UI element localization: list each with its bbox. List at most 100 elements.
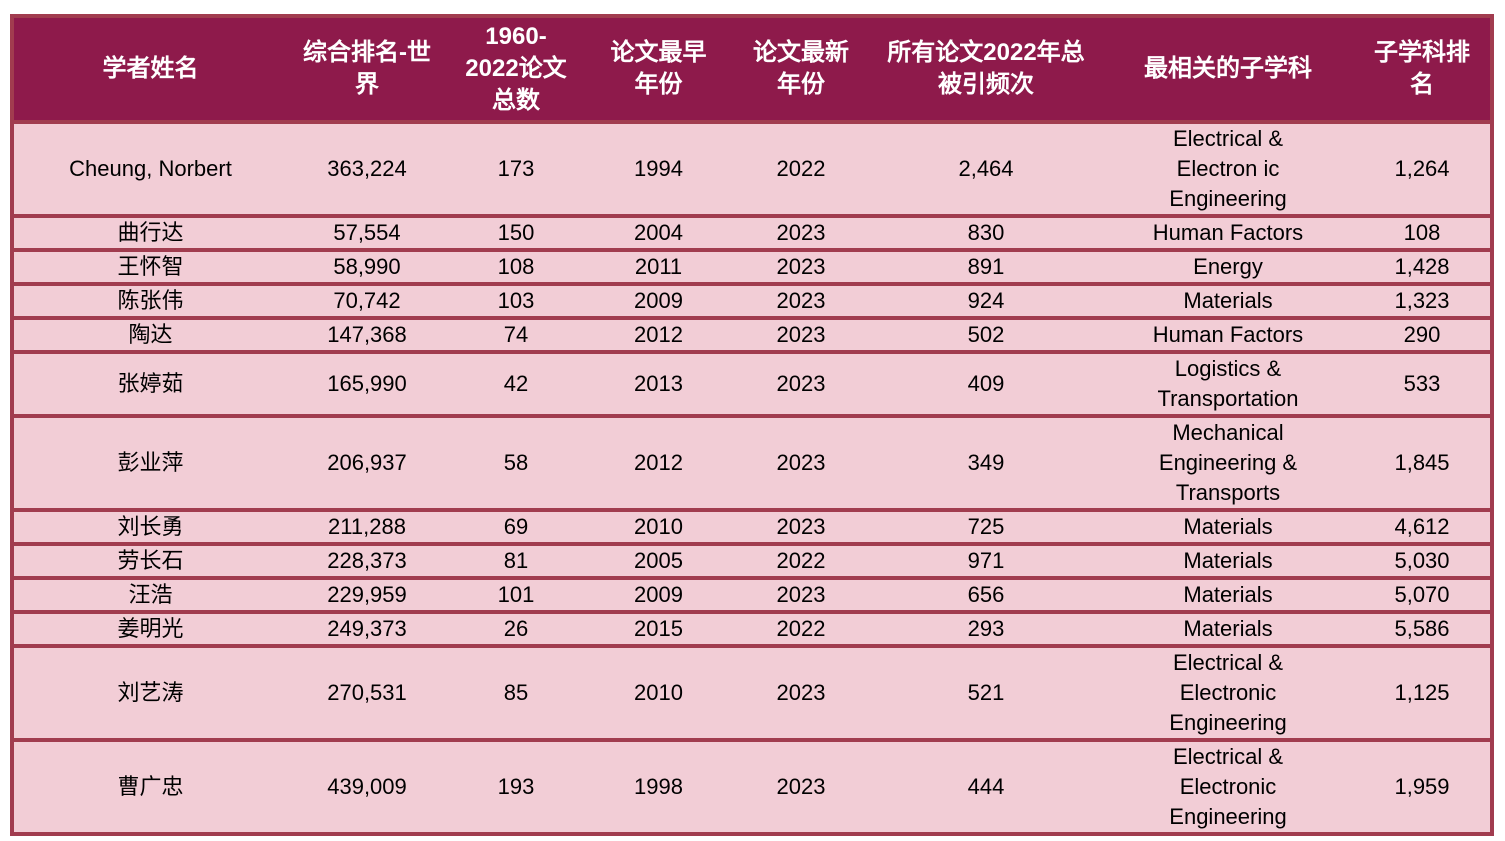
cell-world_rank: 57,554 bbox=[287, 214, 447, 250]
table-row: Cheung, Norbert 363,224 173 1994 2022 2,464 El… bbox=[12, 120, 1492, 216]
cell-subfield: Electrical & Electron ic Engineering bbox=[1102, 120, 1354, 216]
cell-papers_total: 26 bbox=[447, 610, 585, 646]
cell-subfield: Materials bbox=[1102, 542, 1354, 578]
cell-world_rank: 363,224 bbox=[287, 120, 447, 216]
cell-name: 刘艺涛 bbox=[12, 644, 287, 740]
cell-name: 曹广忠 bbox=[12, 738, 287, 834]
cell-name: 曲行达 bbox=[12, 214, 287, 250]
cell-citations_2022: 2,464 bbox=[870, 120, 1102, 216]
cell-earliest_year: 2010 bbox=[585, 644, 732, 740]
cell-name: 劳长石 bbox=[12, 542, 287, 578]
cell-citations_2022: 349 bbox=[870, 414, 1102, 510]
cell-world_rank: 228,373 bbox=[287, 542, 447, 578]
cell-papers_total: 108 bbox=[447, 248, 585, 284]
cell-subfield_rank: 5,030 bbox=[1354, 542, 1492, 578]
cell-papers_total: 103 bbox=[447, 282, 585, 318]
cell-name: 王怀智 bbox=[12, 248, 287, 284]
cell-citations_2022: 409 bbox=[870, 350, 1102, 416]
column-header-latest_year: 论文最新年份 bbox=[732, 16, 870, 122]
cell-latest_year: 2023 bbox=[732, 282, 870, 318]
cell-subfield_rank: 1,428 bbox=[1354, 248, 1492, 284]
table-row: 刘艺涛 270,531 85 2010 2023 521 Electrical & Elec… bbox=[12, 644, 1492, 740]
cell-subfield_rank: 290 bbox=[1354, 316, 1492, 352]
cell-earliest_year: 2012 bbox=[585, 414, 732, 510]
cell-latest_year: 2023 bbox=[732, 248, 870, 284]
cell-latest_year: 2023 bbox=[732, 738, 870, 834]
cell-citations_2022: 521 bbox=[870, 644, 1102, 740]
cell-world_rank: 147,368 bbox=[287, 316, 447, 352]
cell-subfield: Logistics & Transportation bbox=[1102, 350, 1354, 416]
cell-earliest_year: 2011 bbox=[585, 248, 732, 284]
column-header-papers_total: 1960-2022论文总数 bbox=[447, 16, 585, 122]
cell-subfield_rank: 4,612 bbox=[1354, 508, 1492, 544]
cell-world_rank: 270,531 bbox=[287, 644, 447, 740]
cell-subfield: Materials bbox=[1102, 282, 1354, 318]
header-row: 学者姓名 综合排名-世界 1960-2022论文总数 论文最早年份 论文最新年份 所有论文… bbox=[12, 16, 1492, 122]
cell-world_rank: 165,990 bbox=[287, 350, 447, 416]
column-header-subfield: 最相关的子学科 bbox=[1102, 16, 1354, 122]
cell-subfield: Mechanical Engineering & Transports bbox=[1102, 414, 1354, 510]
cell-earliest_year: 1994 bbox=[585, 120, 732, 216]
column-header-earliest_year: 论文最早年份 bbox=[585, 16, 732, 122]
cell-name: 姜明光 bbox=[12, 610, 287, 646]
cell-world_rank: 211,288 bbox=[287, 508, 447, 544]
table-row: 姜明光 249,373 26 2015 2022 293 Materials 5,586 bbox=[12, 610, 1492, 646]
cell-subfield_rank: 1,959 bbox=[1354, 738, 1492, 834]
cell-earliest_year: 2010 bbox=[585, 508, 732, 544]
table-row: 王怀智 58,990 108 2011 2023 891 Energy 1,428 bbox=[12, 248, 1492, 284]
cell-papers_total: 42 bbox=[447, 350, 585, 416]
cell-subfield_rank: 5,070 bbox=[1354, 576, 1492, 612]
cell-subfield: Electrical & Electronic Engineering bbox=[1102, 738, 1354, 834]
cell-latest_year: 2023 bbox=[732, 214, 870, 250]
table-row: 陈张伟 70,742 103 2009 2023 924 Materials 1,323 bbox=[12, 282, 1492, 318]
cell-citations_2022: 725 bbox=[870, 508, 1102, 544]
cell-subfield_rank: 108 bbox=[1354, 214, 1492, 250]
cell-subfield: Electrical & Electronic Engineering bbox=[1102, 644, 1354, 740]
cell-papers_total: 69 bbox=[447, 508, 585, 544]
table-row: 曹广忠 439,009 193 1998 2023 444 Electrical & Ele… bbox=[12, 738, 1492, 834]
cell-papers_total: 85 bbox=[447, 644, 585, 740]
cell-world_rank: 229,959 bbox=[287, 576, 447, 612]
cell-citations_2022: 502 bbox=[870, 316, 1102, 352]
cell-citations_2022: 830 bbox=[870, 214, 1102, 250]
cell-name: 张婷茹 bbox=[12, 350, 287, 416]
cell-subfield: Materials bbox=[1102, 508, 1354, 544]
cell-subfield: Materials bbox=[1102, 610, 1354, 646]
cell-latest_year: 2023 bbox=[732, 350, 870, 416]
cell-world_rank: 58,990 bbox=[287, 248, 447, 284]
column-header-citations_2022: 所有论文2022年总被引频次 bbox=[870, 16, 1102, 122]
cell-papers_total: 193 bbox=[447, 738, 585, 834]
cell-subfield: Human Factors bbox=[1102, 316, 1354, 352]
cell-earliest_year: 2013 bbox=[585, 350, 732, 416]
cell-citations_2022: 891 bbox=[870, 248, 1102, 284]
table-row: 汪浩 229,959 101 2009 2023 656 Materials 5,070 bbox=[12, 576, 1492, 612]
scholar-ranking-table: 学者姓名 综合排名-世界 1960-2022论文总数 论文最早年份 论文最新年份 所有论文… bbox=[10, 14, 1494, 836]
table-row: 张婷茹 165,990 42 2013 2023 409 Logistics & Trans… bbox=[12, 350, 1492, 416]
cell-citations_2022: 293 bbox=[870, 610, 1102, 646]
cell-name: 彭业萍 bbox=[12, 414, 287, 510]
cell-papers_total: 173 bbox=[447, 120, 585, 216]
cell-name: 陈张伟 bbox=[12, 282, 287, 318]
cell-subfield_rank: 1,264 bbox=[1354, 120, 1492, 216]
cell-subfield: Energy bbox=[1102, 248, 1354, 284]
cell-earliest_year: 2004 bbox=[585, 214, 732, 250]
cell-papers_total: 74 bbox=[447, 316, 585, 352]
table-row: 劳长石 228,373 81 2005 2022 971 Materials 5,030 bbox=[12, 542, 1492, 578]
cell-latest_year: 2023 bbox=[732, 316, 870, 352]
cell-earliest_year: 2009 bbox=[585, 576, 732, 612]
column-header-subfield_rank: 子学科排名 bbox=[1354, 16, 1492, 122]
table-row: 彭业萍 206,937 58 2012 2023 349 Mechanical Engine… bbox=[12, 414, 1492, 510]
cell-citations_2022: 656 bbox=[870, 576, 1102, 612]
cell-earliest_year: 2005 bbox=[585, 542, 732, 578]
table-row: 陶达 147,368 74 2012 2023 502 Human Factors 290 bbox=[12, 316, 1492, 352]
column-header-world_rank: 综合排名-世界 bbox=[287, 16, 447, 122]
cell-earliest_year: 2012 bbox=[585, 316, 732, 352]
cell-latest_year: 2022 bbox=[732, 610, 870, 646]
cell-world_rank: 70,742 bbox=[287, 282, 447, 318]
cell-subfield_rank: 1,845 bbox=[1354, 414, 1492, 510]
cell-earliest_year: 1998 bbox=[585, 738, 732, 834]
cell-name: 陶达 bbox=[12, 316, 287, 352]
cell-latest_year: 2023 bbox=[732, 508, 870, 544]
cell-name: 刘长勇 bbox=[12, 508, 287, 544]
